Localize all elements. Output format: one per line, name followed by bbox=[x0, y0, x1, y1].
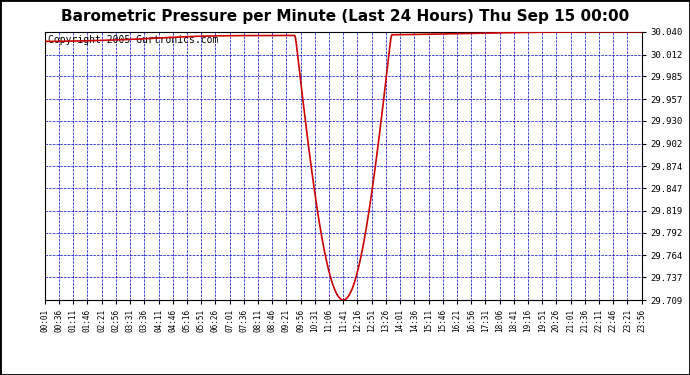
Text: Copyright 2005 Gurtronics.com: Copyright 2005 Gurtronics.com bbox=[48, 34, 218, 45]
Text: Barometric Pressure per Minute (Last 24 Hours) Thu Sep 15 00:00: Barometric Pressure per Minute (Last 24 … bbox=[61, 9, 629, 24]
